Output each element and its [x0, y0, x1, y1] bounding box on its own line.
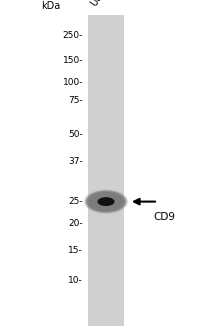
Text: 15-: 15-: [68, 246, 83, 255]
Text: 25-: 25-: [68, 197, 83, 206]
Ellipse shape: [85, 190, 127, 213]
Text: 150-: 150-: [62, 56, 83, 65]
Ellipse shape: [87, 191, 125, 212]
Text: CD9: CD9: [153, 212, 175, 222]
Text: 50-: 50-: [68, 130, 83, 139]
Ellipse shape: [97, 197, 115, 206]
Ellipse shape: [90, 194, 122, 210]
Ellipse shape: [88, 192, 124, 211]
Text: 37-: 37-: [68, 157, 83, 166]
Text: 75-: 75-: [68, 96, 83, 105]
Text: 100-: 100-: [62, 78, 83, 87]
Ellipse shape: [87, 192, 125, 212]
Ellipse shape: [86, 191, 126, 212]
Ellipse shape: [85, 190, 127, 213]
Bar: [88, 15, 124, 326]
Text: U87-MG: U87-MG: [89, 0, 119, 8]
Ellipse shape: [89, 193, 123, 211]
Ellipse shape: [83, 189, 129, 214]
Text: 250-: 250-: [63, 31, 83, 40]
Ellipse shape: [86, 191, 126, 213]
Ellipse shape: [89, 193, 123, 210]
Text: 20-: 20-: [68, 219, 83, 228]
Text: 10-: 10-: [68, 276, 83, 285]
Text: kDa: kDa: [41, 1, 60, 11]
Ellipse shape: [84, 190, 128, 214]
Ellipse shape: [88, 192, 124, 211]
Ellipse shape: [84, 190, 128, 214]
Ellipse shape: [90, 193, 122, 210]
